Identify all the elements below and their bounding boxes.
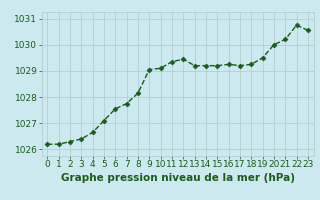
X-axis label: Graphe pression niveau de la mer (hPa): Graphe pression niveau de la mer (hPa) [60,173,295,183]
